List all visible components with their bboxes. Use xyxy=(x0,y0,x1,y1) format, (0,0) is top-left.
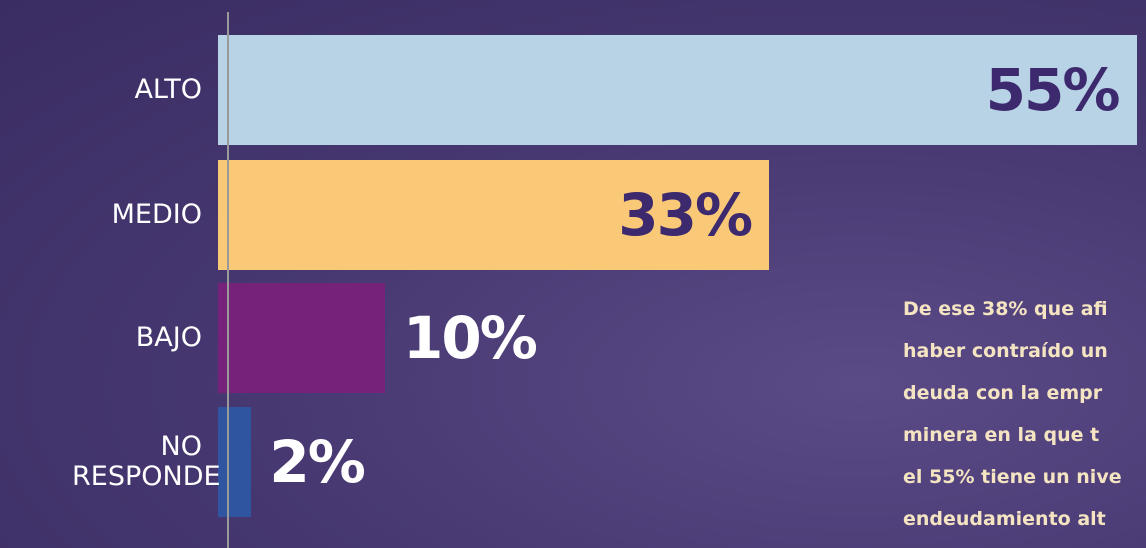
category-label: MEDIO xyxy=(2,200,202,230)
category-label: ALTO xyxy=(2,75,202,105)
axis-line xyxy=(227,12,229,548)
chart: ALTO 55% MEDIO 33% BAJO 10% NO RESPONDE 2% De es… xyxy=(0,0,1146,548)
annotation-line: endeudamiento alt xyxy=(903,508,1106,530)
annotation-line: deuda con la empr xyxy=(903,382,1102,404)
bar xyxy=(218,283,385,393)
category-label: NO RESPONDE xyxy=(72,432,202,492)
value-label: 2% xyxy=(269,407,363,517)
annotation-line: minera en la que t xyxy=(903,424,1099,446)
value-label: 10% xyxy=(403,283,536,393)
annotation-line: el 55% tiene un nive xyxy=(903,466,1122,488)
annotation-line: De ese 38% que afi xyxy=(903,298,1108,320)
bar xyxy=(218,407,251,517)
value-label: 55% xyxy=(986,35,1119,145)
category-label: BAJO xyxy=(2,323,202,353)
value-label: 33% xyxy=(618,160,751,270)
annotation-line: haber contraído un xyxy=(903,340,1108,362)
